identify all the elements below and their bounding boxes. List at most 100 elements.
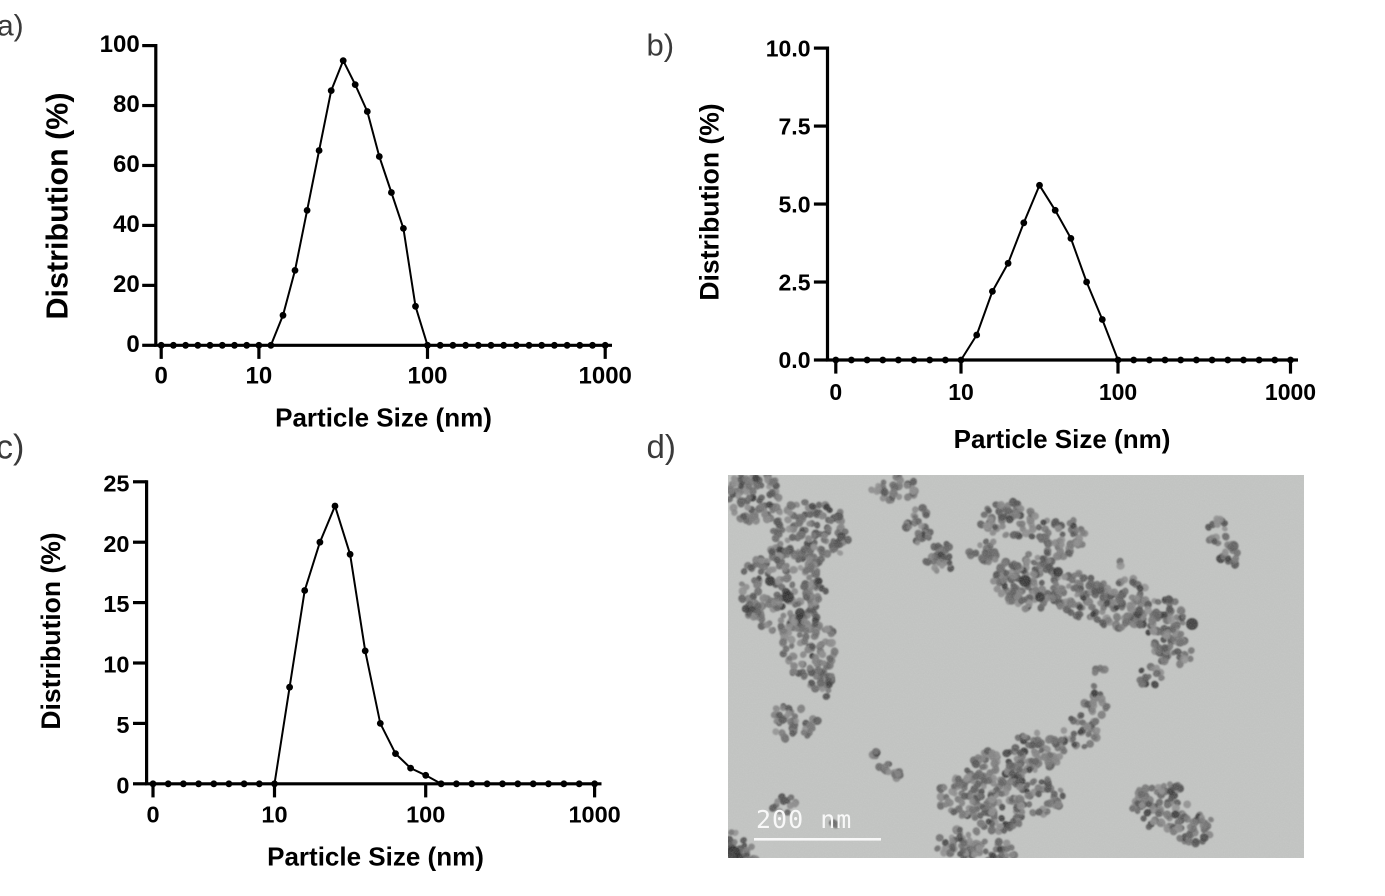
- x-axis-title-a: Particle Size (nm): [275, 403, 492, 433]
- data-point: [1083, 278, 1090, 286]
- data-point: [1020, 219, 1028, 227]
- data-point: [910, 356, 918, 364]
- data-point: [240, 780, 248, 788]
- data-point: [453, 780, 460, 788]
- data-point: [315, 147, 323, 154]
- data-point: [462, 341, 469, 349]
- y-tick-label: 20: [113, 271, 140, 298]
- data-point: [474, 341, 482, 349]
- chart-panel-b: 0.0 2.5 5.0 7.5 10.0 0 10 100 1000 Particle Size …: [695, 35, 1317, 454]
- data-point: [412, 302, 419, 310]
- data-point: [514, 780, 522, 788]
- data-point: [231, 341, 238, 349]
- y-tick-label: 80: [113, 91, 140, 118]
- data-point: [424, 341, 431, 349]
- data-point: [1224, 356, 1232, 364]
- y-tick-label: 2.5: [779, 269, 811, 295]
- data-point: [400, 225, 407, 232]
- chart-panel-c: 0 5 10 15 20 25 0 10 100 1000 Particle Size (nm) Di…: [36, 470, 621, 871]
- tem-particle: [744, 857, 754, 868]
- data-point: [575, 780, 583, 788]
- data-point: [601, 341, 609, 349]
- data-point: [164, 780, 172, 788]
- data-point: [388, 189, 395, 196]
- tem-particle: [720, 838, 729, 847]
- tem-particle: [990, 861, 999, 870]
- y-axis-title-a: Distribution (%): [41, 92, 75, 319]
- tem-particle: [990, 861, 997, 868]
- tem-particle: [738, 859, 747, 868]
- data-point: [1240, 356, 1247, 364]
- data-point: [1271, 356, 1279, 364]
- y-tick-label: 0: [126, 331, 139, 358]
- data-point: [301, 587, 309, 594]
- data-point: [1287, 356, 1294, 364]
- data-line-c: [153, 505, 595, 785]
- data-point: [1114, 356, 1122, 364]
- data-point: [563, 341, 571, 349]
- x-tick-label: 0: [829, 379, 842, 405]
- data-point: [832, 356, 840, 364]
- x-tick-label: 10: [261, 802, 287, 828]
- data-point: [468, 780, 476, 788]
- x-tick-label: 1000: [1265, 379, 1316, 405]
- data-point: [170, 341, 177, 349]
- data-point: [392, 750, 399, 757]
- x-tick-label: 0: [146, 802, 159, 828]
- data-point: [339, 57, 347, 64]
- data-point: [286, 683, 293, 691]
- data-point: [513, 341, 520, 349]
- y-tick-label: 5: [116, 712, 129, 738]
- data-point: [157, 341, 165, 349]
- data-point: [376, 720, 384, 727]
- data-point: [361, 647, 369, 655]
- data-point: [291, 267, 299, 274]
- data-point: [194, 341, 202, 349]
- data-point: [499, 780, 506, 788]
- data-point: [303, 207, 311, 214]
- data-point: [210, 780, 218, 788]
- data-point: [545, 780, 552, 788]
- panel-letter-d: d): [647, 428, 676, 465]
- data-point: [437, 780, 445, 788]
- data-point: [926, 356, 934, 364]
- data-point: [1130, 356, 1138, 364]
- x-tick-label: 1000: [579, 362, 632, 389]
- data-point: [1067, 235, 1075, 242]
- data-point: [538, 341, 546, 349]
- x-axis-title-c: Particle Size (nm): [267, 842, 484, 872]
- data-point: [255, 780, 263, 788]
- data-point: [346, 550, 354, 558]
- panel-letter-a: a): [0, 10, 24, 43]
- tem-particle: [736, 862, 746, 872]
- x-tick-label: 1000: [568, 802, 620, 828]
- y-tick-label: 0.0: [779, 347, 811, 373]
- data-point: [243, 341, 251, 349]
- y-tick-label: 60: [113, 151, 140, 178]
- data-point: [225, 780, 233, 788]
- tem-particle: [735, 857, 745, 858]
- data-point: [1036, 181, 1043, 189]
- x-tick-label: 100: [407, 362, 447, 389]
- x-tick-label: 100: [1099, 379, 1137, 405]
- y-axis-title-b: Distribution (%): [695, 103, 725, 300]
- x-tick-label: 0: [155, 362, 168, 389]
- data-point: [989, 288, 996, 295]
- data-point: [180, 780, 187, 788]
- y-tick-label: 5.0: [779, 191, 811, 217]
- data-point: [1098, 316, 1106, 323]
- x-tick-label: 100: [406, 802, 445, 828]
- data-point: [255, 341, 263, 349]
- data-point: [1004, 259, 1012, 267]
- tem-grain-overlay: [728, 475, 1304, 858]
- tem-particle: [985, 859, 991, 866]
- data-point: [895, 356, 902, 364]
- data-point: [589, 341, 596, 349]
- y-tick-label: 0: [116, 772, 129, 798]
- tem-particle: [728, 848, 729, 856]
- data-point: [449, 341, 457, 349]
- y-tick-label: 10: [103, 652, 129, 678]
- y-tick-label: 40: [113, 211, 140, 238]
